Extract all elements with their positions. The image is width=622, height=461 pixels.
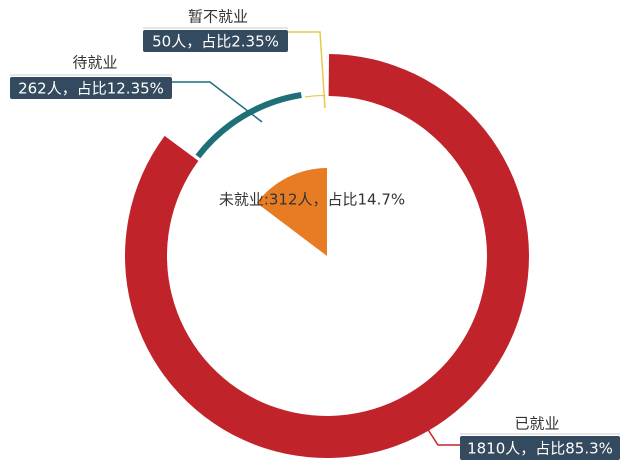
leader-line <box>172 81 263 123</box>
value-label: 未就业:312人，占比14.7% <box>219 191 405 209</box>
ring-segment <box>195 91 302 159</box>
ring-segment <box>125 54 529 459</box>
label-box <box>143 30 288 52</box>
pie-slice <box>256 168 327 256</box>
value-label: 50人，占比2.35% <box>152 33 279 51</box>
value-label: 262人，占比12.35% <box>18 80 164 98</box>
label-box <box>10 77 172 99</box>
leader-line <box>424 424 460 446</box>
leader-line <box>288 31 326 109</box>
segment-name: 暂不就业 <box>188 8 248 26</box>
label-box <box>460 436 620 460</box>
segment-name: 待就业 <box>72 54 117 72</box>
segment-name: 已就业 <box>514 415 559 433</box>
ring-segment <box>304 94 326 98</box>
value-label: 1810人，占比85.3% <box>467 440 613 458</box>
